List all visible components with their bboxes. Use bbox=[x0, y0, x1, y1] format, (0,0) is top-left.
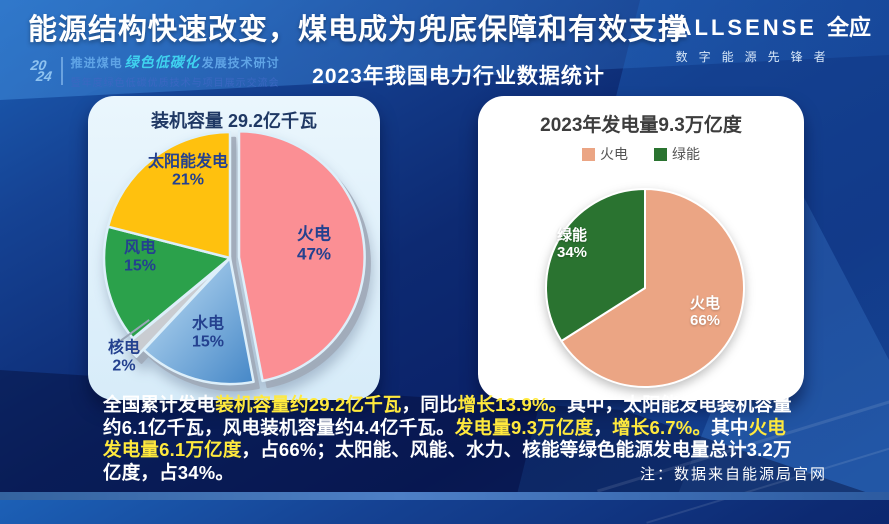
generation-chart-title: 2023年发电量9.3万亿度 bbox=[540, 115, 742, 136]
brand-name-cn: 全应 bbox=[826, 15, 871, 40]
slice-label-green: 绿能 34% bbox=[556, 226, 588, 261]
summary-segment: ，占66%；太阳能、风能、水力、核能等绿色能源发电量总计3.2万亿度，占34%。 bbox=[103, 439, 792, 483]
summary-segment: ，同比 bbox=[401, 394, 458, 415]
capacity-pie-chart bbox=[102, 129, 366, 386]
generation-pie-chart bbox=[545, 188, 746, 388]
legend: 火电 绿能 bbox=[478, 144, 804, 164]
source-note: 注：数据来自能源局官网 bbox=[639, 467, 827, 483]
legend-swatch-green bbox=[654, 147, 667, 161]
slice-label-thermal: 火电 47% bbox=[296, 224, 332, 263]
summary-segment: 增长6.7%。 bbox=[612, 416, 712, 438]
conference-badge: 20 24 推进煤电 绿色低碳化 发展技术研讨 暨年度绿色低碳优质技术与项目展示交流… bbox=[30, 52, 280, 89]
slice-label-wind: 风电 15% bbox=[123, 239, 157, 275]
bottom-bar bbox=[0, 492, 889, 500]
pie-slice-太阳能发电 bbox=[106, 130, 232, 260]
slice-label-solar: 太阳能发电 21% bbox=[147, 153, 229, 189]
legend-swatch-thermal bbox=[582, 147, 595, 161]
summary-segment: 其中 bbox=[711, 416, 749, 438]
page-title: 能源结构快速改变，煤电成为兜底保障和有效支撑 bbox=[28, 14, 689, 46]
pie-slice-火电 bbox=[237, 129, 366, 383]
slice-label-nuclear: 核电 2% bbox=[107, 339, 141, 375]
conference-line2: 暨年度绿色低碳优质技术与项目展示交流会 bbox=[70, 78, 280, 89]
summary-text: 全国累计发电装机容量约29.2亿千瓦，同比增长13.9%。其中，太阳能发电装机容… bbox=[103, 394, 795, 484]
subtitle: 2023年我国电力行业数据统计 bbox=[312, 65, 605, 88]
pie-slice-绿能 bbox=[545, 188, 646, 342]
legend-item-thermal: 火电 bbox=[582, 144, 628, 164]
slice-label-thermal-gen: 火电 66% bbox=[689, 294, 721, 329]
conference-line1-pre: 推进煤电 bbox=[70, 56, 123, 70]
conference-year-bottom: 24 bbox=[35, 67, 53, 84]
brand-name-en: ALLSENSE bbox=[675, 15, 817, 40]
brand-slogan: 数字能源先锋者 bbox=[675, 50, 837, 64]
slice-label-hydro: 水电 15% bbox=[191, 315, 225, 351]
summary-segment: 发电量9.3万亿度 bbox=[454, 416, 594, 438]
conference-line1: 推进煤电 绿色低碳化 发展技术研讨 bbox=[71, 52, 280, 72]
summary-segment: 增长13.9%。 bbox=[457, 394, 568, 415]
brand-logo: ALLSENSE 全应 数字能源先锋者 bbox=[676, 10, 871, 65]
divider bbox=[60, 56, 63, 85]
summary-segment: 全国累计发电 bbox=[103, 394, 216, 415]
legend-item-green: 绿能 bbox=[654, 144, 700, 164]
conference-line1-post: 发展技术研讨 bbox=[201, 56, 280, 70]
generation-chart-card: 2023年发电量9.3万亿度 火电 绿能 绿能 34% 火电 66% bbox=[478, 96, 804, 400]
pie-slice-核电 bbox=[124, 263, 224, 358]
capacity-chart-title: 装机容量 29.2亿千瓦 bbox=[150, 111, 318, 131]
pie-slice-火电 bbox=[560, 188, 746, 388]
conference-text: 推进煤电 绿色低碳化 发展技术研讨 暨年度绿色低碳优质技术与项目展示交流会 bbox=[71, 52, 280, 89]
capacity-chart-card: 装机容量 29.2亿千瓦 火电 47% 太阳能发电 21% 风电 15% 水电 … bbox=[88, 96, 380, 400]
summary-segment: 其中，太阳能发电装机容量约6.1亿千瓦，风电装机容量约4.4亿千瓦。 bbox=[103, 394, 792, 438]
conference-year-logo: 20 24 bbox=[28, 57, 54, 84]
brand-logo-row: ALLSENSE 全应 bbox=[676, 10, 871, 42]
conference-line1-script: 绿色低碳化 bbox=[124, 54, 200, 70]
summary-segment: ， bbox=[593, 416, 613, 438]
pie-slice-水电 bbox=[142, 256, 255, 386]
summary-segment: 火电发电量6.1万亿度 bbox=[103, 416, 786, 461]
summary-segment: 装机容量约29.2亿千瓦 bbox=[215, 394, 402, 415]
